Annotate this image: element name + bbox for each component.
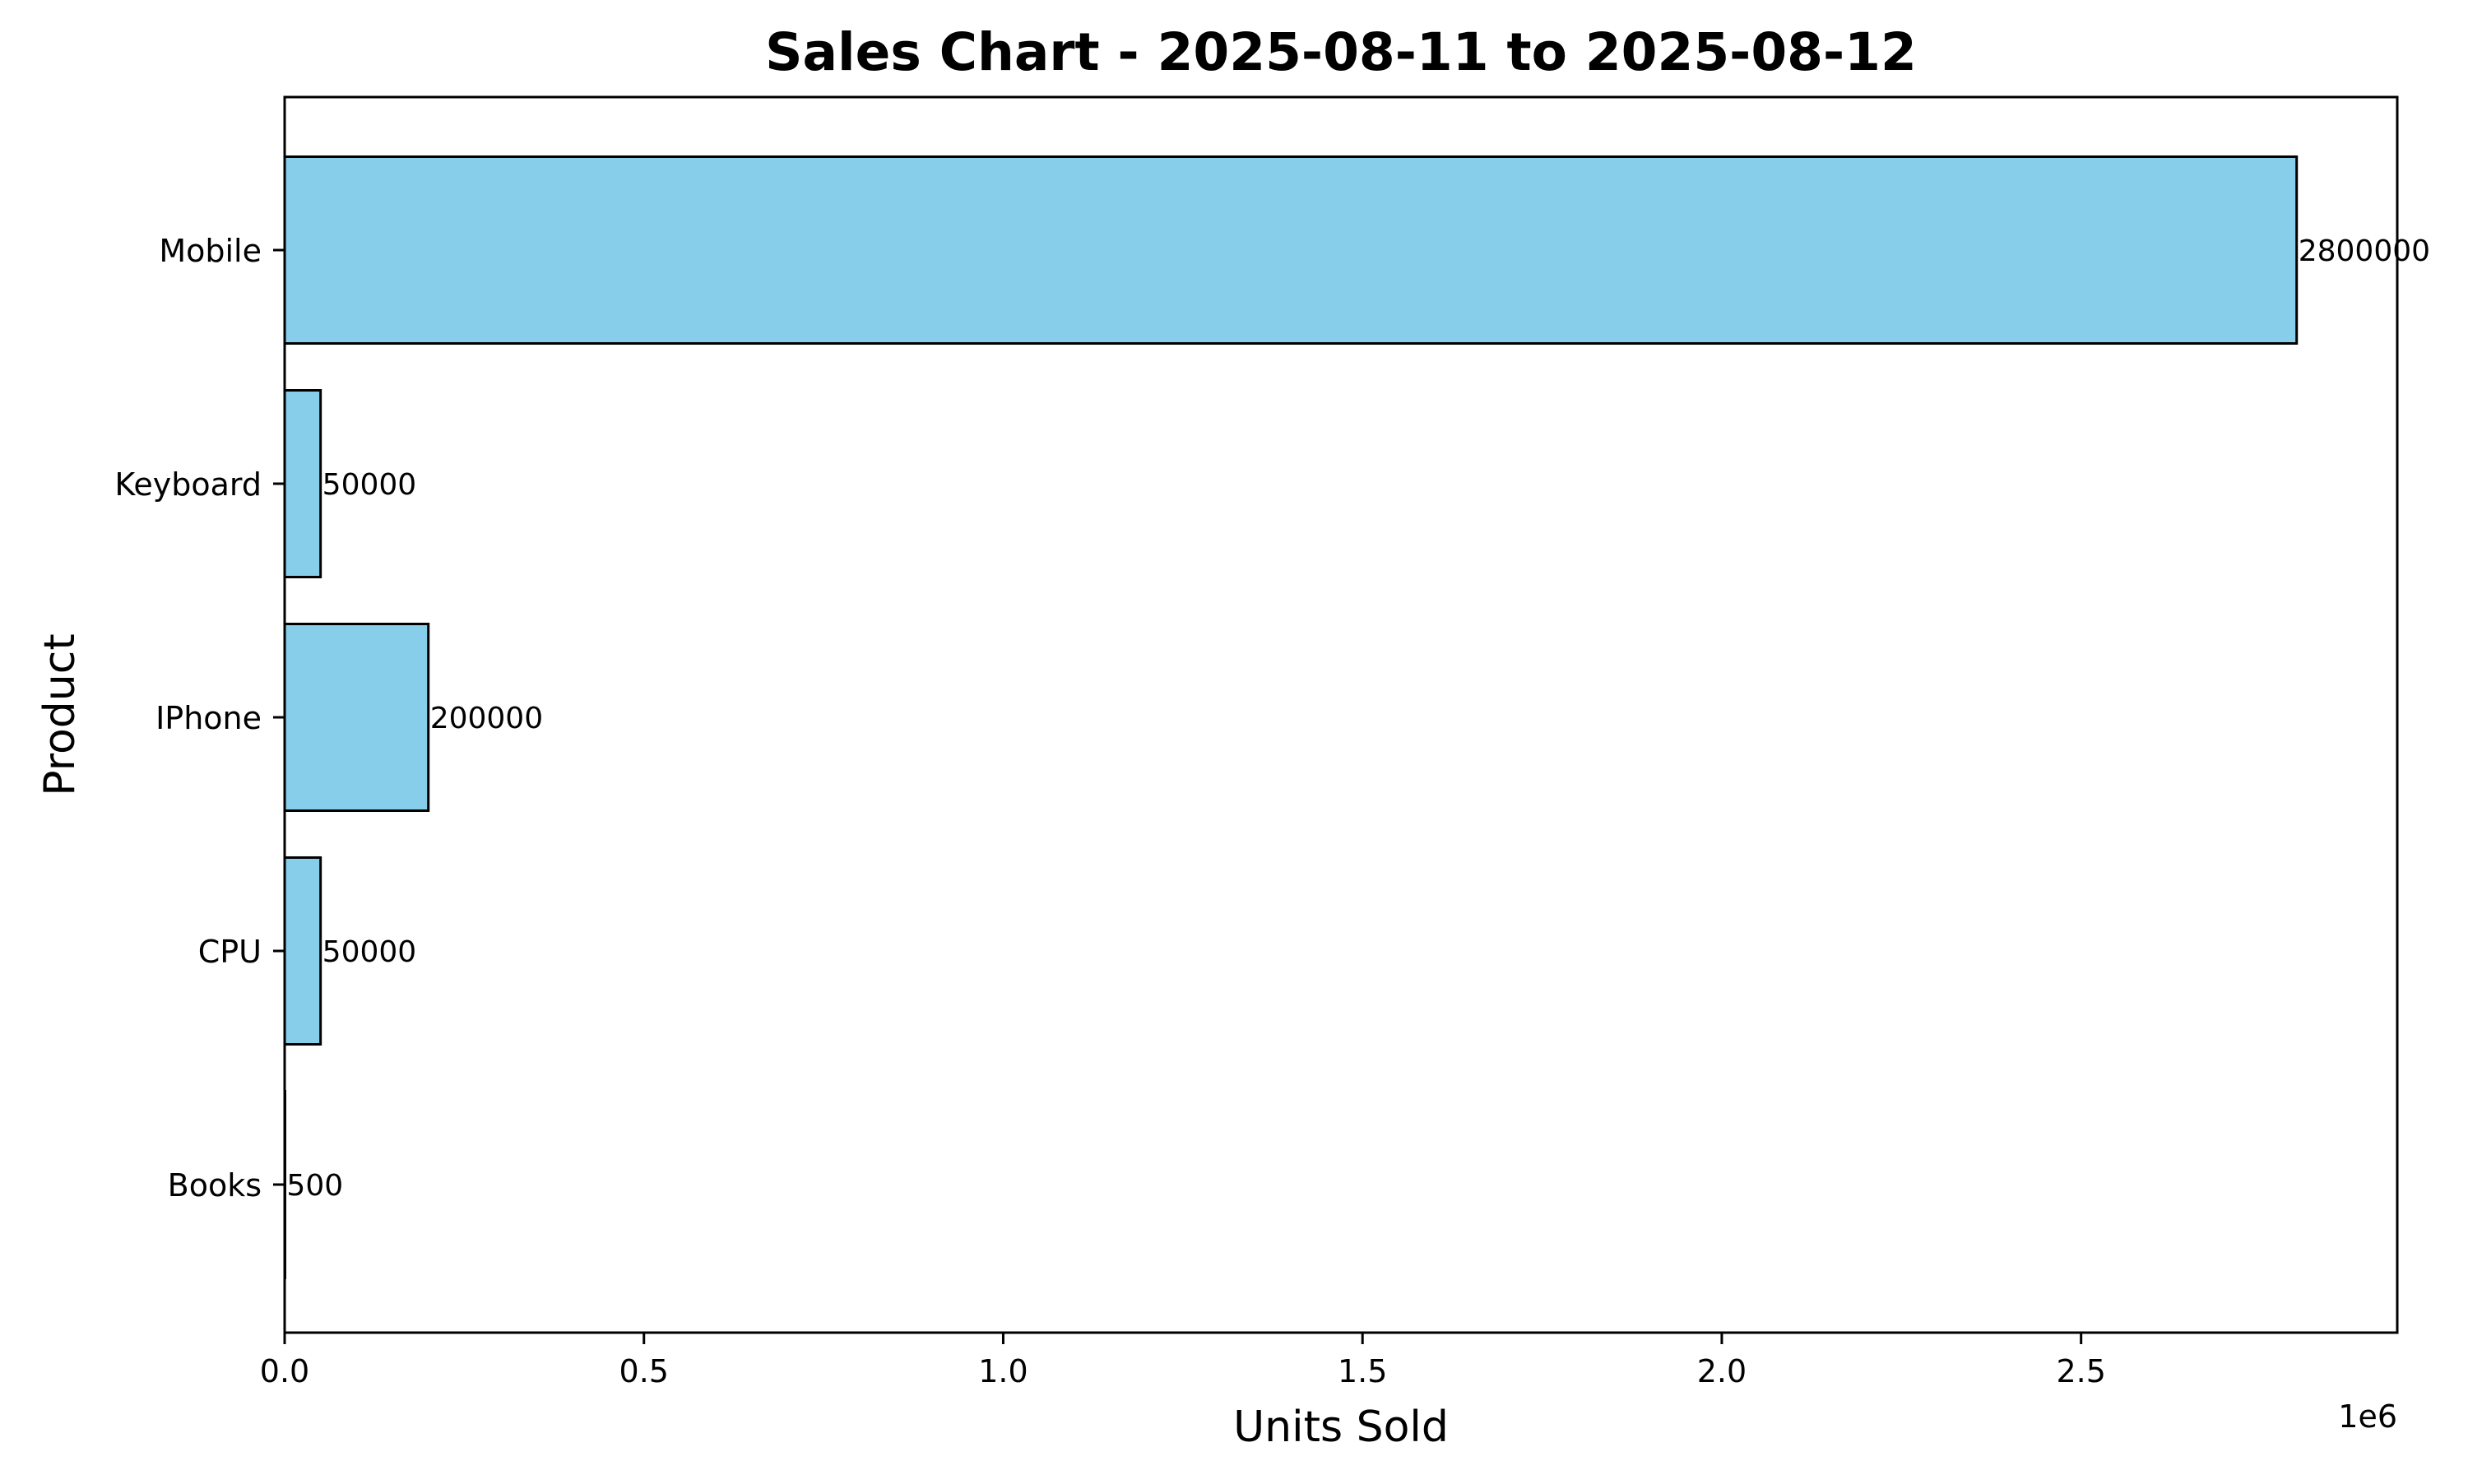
y-tick-label-mobile: Mobile — [159, 233, 262, 269]
y-tick-label-cpu: CPU — [198, 934, 262, 970]
bar-cpu — [283, 856, 322, 1046]
y-tick-label-books: Books — [168, 1167, 262, 1203]
x-tick-label-3: 1.5 — [1338, 1353, 1387, 1389]
bar-keyboard — [283, 389, 322, 578]
data-label-keyboard: 50000 — [322, 468, 417, 502]
ticks-layer: Books CPU IPhone Keyboard Mobile 0.0 0.5 1.0 1.5… — [114, 233, 2106, 1389]
x-axis-offset-text: 1e6 — [2338, 1398, 2397, 1435]
data-label-books: 500 — [286, 1169, 343, 1203]
bar-iphone — [283, 623, 430, 812]
data-label-mobile: 2800000 — [2299, 234, 2430, 268]
x-tick-label-1: 0.5 — [619, 1353, 669, 1389]
y-axis-label: Product — [35, 633, 85, 795]
x-tick-label-4: 2.0 — [1697, 1353, 1747, 1389]
bar-mobile — [283, 155, 2299, 345]
x-tick-label-0: 0.0 — [260, 1353, 309, 1389]
x-tick-label-2: 1.0 — [978, 1353, 1028, 1389]
bars-layer — [283, 155, 2299, 1279]
data-label-iphone: 200000 — [430, 702, 543, 735]
plot-area-frame — [283, 95, 2399, 1334]
chart-title: Sales Chart - 2025-08-11 to 2025-08-12 — [765, 22, 1917, 82]
x-axis-label: Units Sold — [1233, 1403, 1449, 1452]
y-tick-label-keyboard: Keyboard — [114, 466, 262, 503]
data-labels-layer: 500 50000 200000 50000 2800000 — [286, 234, 2430, 1203]
data-label-cpu: 50000 — [322, 935, 417, 969]
x-tick-label-5: 2.5 — [2056, 1353, 2105, 1389]
y-tick-label-iphone: IPhone — [155, 700, 262, 736]
